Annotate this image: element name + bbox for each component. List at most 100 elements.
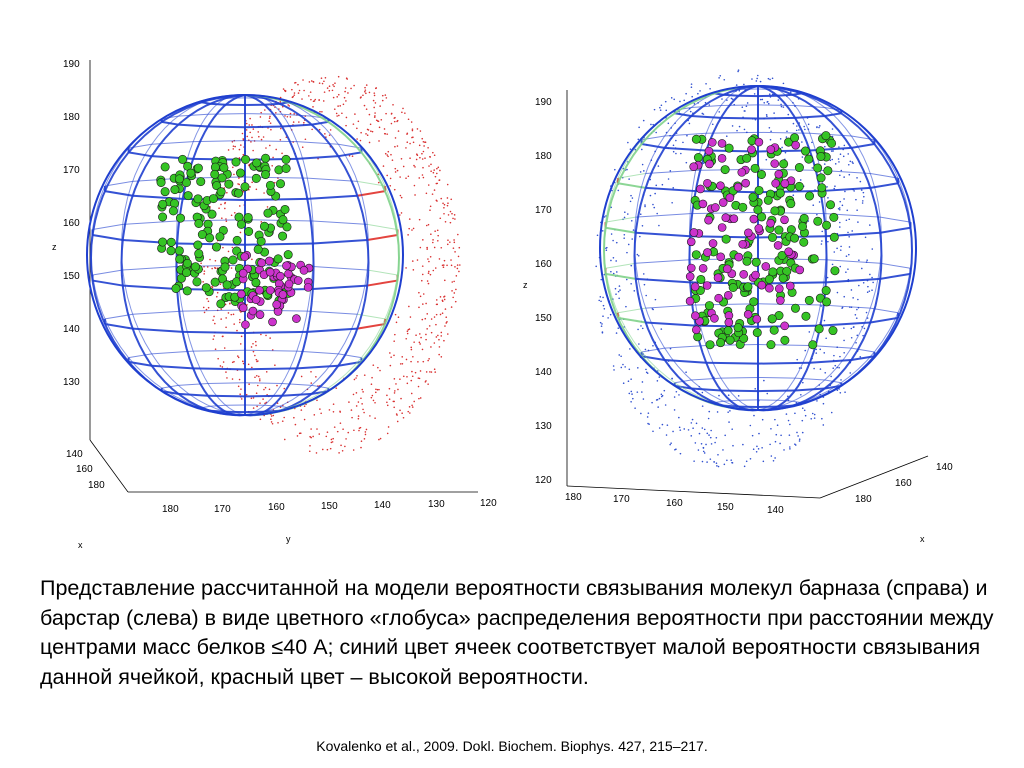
latitude-segment [281,123,312,128]
meridian-line [175,94,246,417]
partner-dot [399,409,401,412]
atom-sphere [725,193,735,203]
latitude-segment [244,113,283,115]
partner-dot [250,346,253,348]
partner-dot [808,331,811,333]
atom-sphere [764,274,774,284]
partner-dot [350,409,353,411]
tick-label: 160 [895,478,912,489]
partner-dot [427,223,430,226]
partner-dot [329,129,332,131]
partner-dot [714,441,716,444]
atom-sphere [710,314,719,323]
partner-dot [378,438,380,441]
partner-dot [868,290,871,292]
atom-sphere [754,137,764,147]
partner-dot [421,137,424,140]
latitude-segment [720,104,759,107]
partner-dot [595,265,597,268]
atom-sphere [708,239,718,248]
partner-dot [393,378,396,380]
partner-dot [644,204,646,206]
partner-dot [647,412,650,414]
meridian-line [120,94,246,417]
atom-sphere [241,320,250,329]
partner-dot [776,424,779,427]
partner-dot [231,246,234,249]
partner-dot [742,443,744,446]
atom-sphere [194,218,204,228]
atom-sphere [685,272,695,281]
partner-dot [652,203,654,206]
latitude-segment [104,180,133,187]
partner-dot [370,383,373,386]
partner-dot [761,447,763,449]
partner-dot [727,394,730,397]
meridian-line [688,85,759,412]
partner-dot [685,161,688,164]
partner-dot [818,201,821,203]
latitude-segment [706,344,759,346]
partner-dot [326,87,329,89]
atom-sphere [780,215,789,225]
partner-dot [816,213,818,216]
partner-dot [453,214,456,216]
partner-dot [319,110,321,113]
tick-label: 120 [480,498,497,509]
partner-dot [737,69,740,71]
partner-dot [629,200,632,203]
partner-dot [366,134,369,137]
partner-dot [399,363,402,365]
partner-dot [374,417,376,419]
atom-sphere [749,214,759,224]
partner-dot [245,122,248,125]
partner-dot [376,120,379,122]
partner-dot [715,462,718,465]
partner-dot [249,117,251,120]
latitude-segment [664,359,707,364]
partner-dot [615,332,618,334]
latitude-segment [193,349,246,352]
partner-dot [658,224,660,227]
latitude-segment [122,220,178,225]
partner-dot [774,440,777,443]
partner-dot [335,387,338,389]
partner-dot [752,448,755,451]
partner-dot [871,248,874,250]
partner-dot [357,415,360,417]
partner-dot [392,103,394,106]
partner-dot [628,392,631,395]
partner-dot [377,366,379,369]
partner-dot [364,90,366,93]
partner-dot [418,144,421,147]
partner-dot [312,106,314,108]
partner-dot [396,414,398,416]
partner-dot [389,184,392,187]
partner-dot [628,368,631,371]
latitude-segment [104,323,133,330]
latitude-segment [178,392,209,397]
partner-dot [756,77,758,80]
partner-dot [807,123,810,126]
partner-dot [421,318,424,321]
partner-dot [258,379,261,382]
partner-dot [731,428,733,430]
partner-dot [352,123,355,125]
atom-sphere [779,159,789,169]
latitude-segment [151,350,194,355]
atom-sphere [744,228,753,238]
latitude-segment [128,353,152,359]
partner-dot [450,259,452,261]
partner-dot [653,206,656,209]
partner-dot [738,89,741,92]
partner-dot [411,229,413,231]
partner-dot [374,115,376,117]
latitude-segment [605,262,636,269]
partner-dot [256,405,258,408]
partner-dot [459,264,461,266]
partner-dot [852,162,854,165]
latitude-segment [605,226,636,234]
partner-dot [630,378,632,380]
meridian-line [757,85,828,412]
partner-dot [372,364,375,366]
